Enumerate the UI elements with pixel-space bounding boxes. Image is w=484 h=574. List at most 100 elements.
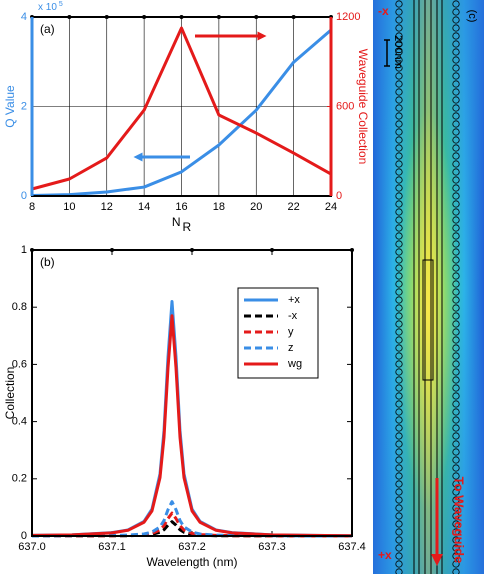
hole [395, 56, 403, 64]
hole [452, 536, 460, 544]
scale-label: 200nm [392, 35, 404, 69]
hole [452, 440, 460, 448]
hole [395, 536, 403, 544]
hole [395, 304, 403, 312]
hole [395, 384, 403, 392]
hole [452, 120, 460, 128]
hole [395, 456, 403, 464]
hole [395, 344, 403, 352]
hole [452, 304, 460, 312]
hole [452, 64, 460, 72]
hole [395, 560, 403, 568]
hole [452, 200, 460, 208]
hole [452, 464, 460, 472]
hole [395, 376, 403, 384]
series-line [32, 520, 352, 538]
hole [395, 432, 403, 440]
hole [452, 144, 460, 152]
hole [452, 432, 460, 440]
hole [452, 40, 460, 48]
hole [452, 72, 460, 80]
hole [395, 24, 403, 32]
hole [395, 512, 403, 520]
y-tick-label: 0.2 [12, 473, 27, 485]
hole [395, 440, 403, 448]
hole [395, 208, 403, 216]
hole [452, 336, 460, 344]
hole [452, 168, 460, 176]
hole [395, 528, 403, 536]
x-tick-label: 16 [175, 201, 187, 213]
hole [452, 32, 460, 40]
hole [452, 344, 460, 352]
hole [452, 552, 460, 560]
y-tick-label: 1 [21, 244, 27, 256]
y-multiplier: x 10 5 [38, 1, 63, 13]
series-line [31, 28, 332, 198]
hole [395, 136, 403, 144]
hole [452, 88, 460, 96]
x-tick-label: 8 [29, 201, 35, 213]
hole [452, 264, 460, 272]
hole [452, 256, 460, 264]
hole [395, 472, 403, 480]
hole [395, 280, 403, 288]
hole [452, 184, 460, 192]
series-line [31, 314, 353, 538]
hole [395, 80, 403, 88]
hole [452, 456, 460, 464]
hole [395, 312, 403, 320]
hole [395, 240, 403, 248]
x-tick-label: 10 [63, 201, 75, 213]
hole [395, 568, 403, 574]
hole [395, 168, 403, 176]
hole [452, 296, 460, 304]
hole [395, 416, 403, 424]
x-axis-label-sub: R [183, 220, 192, 234]
hole [452, 152, 460, 160]
hole [452, 240, 460, 248]
y-axis-label: Collection [3, 367, 17, 420]
y-tick-label: 0.8 [12, 301, 27, 313]
hole [452, 528, 460, 536]
legend-label: wg [287, 358, 302, 370]
hole [395, 480, 403, 488]
hole [395, 16, 403, 24]
hole [452, 136, 460, 144]
hole [395, 552, 403, 560]
hole [452, 368, 460, 376]
x-tick-label: 637.0 [18, 541, 46, 553]
hole [452, 248, 460, 256]
hole [452, 520, 460, 528]
hole [452, 320, 460, 328]
hole [395, 112, 403, 120]
hole [452, 352, 460, 360]
y2-tick-label: 0 [336, 190, 342, 202]
hole [452, 48, 460, 56]
x-tick-label: 18 [213, 201, 225, 213]
y2-tick-label: 600 [336, 100, 354, 112]
hole [395, 176, 403, 184]
hole [452, 416, 460, 424]
hole [452, 312, 460, 320]
y-axis-label: Q Value [3, 85, 17, 128]
hole [395, 320, 403, 328]
hole [395, 184, 403, 192]
y-tick-label: 4 [21, 11, 27, 23]
panel-label: (b) [40, 255, 55, 269]
x-axis-label-main: Wavelength (nm) [147, 555, 238, 569]
hole [395, 544, 403, 552]
hole [395, 336, 403, 344]
hole [452, 512, 460, 520]
hole [395, 520, 403, 528]
x-tick-label: 637.4 [338, 541, 366, 553]
hole [452, 112, 460, 120]
hole [452, 272, 460, 280]
y-tick-label: 0 [21, 190, 27, 202]
hole [452, 408, 460, 416]
hole [452, 384, 460, 392]
hole [452, 488, 460, 496]
hole [452, 224, 460, 232]
hole [395, 128, 403, 136]
hole [452, 104, 460, 112]
